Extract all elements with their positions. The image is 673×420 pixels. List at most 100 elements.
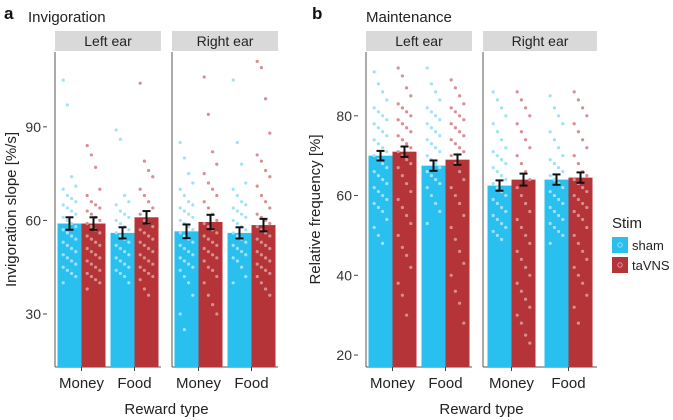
data-point-taVNS: [206, 181, 210, 185]
data-point-sham: [61, 203, 65, 207]
data-point-taVNS: [138, 212, 142, 216]
data-point-sham: [187, 281, 191, 285]
data-point-sham: [235, 221, 239, 226]
data-point-sham: [429, 82, 433, 86]
data-point-sham: [182, 234, 186, 238]
data-point-taVNS: [585, 189, 589, 194]
x-axis-label: Reward type: [439, 401, 523, 418]
data-point-taVNS: [255, 212, 259, 216]
data-point-taVNS: [98, 256, 102, 260]
data-point-sham: [114, 218, 118, 223]
data-point-sham: [552, 225, 557, 230]
data-point-taVNS: [524, 333, 528, 337]
data-point-sham: [235, 193, 239, 198]
data-point-taVNS: [211, 187, 215, 191]
data-point-taVNS: [215, 274, 219, 279]
data-point-sham: [74, 184, 78, 188]
data-point-taVNS: [528, 114, 532, 118]
data-point-sham: [114, 128, 118, 132]
data-point-taVNS: [453, 193, 457, 198]
data-point-taVNS: [89, 274, 93, 279]
facet-strip: [483, 31, 597, 51]
data-point-sham: [434, 90, 438, 94]
data-point-sham: [561, 201, 565, 206]
data-point-sham: [561, 233, 565, 238]
data-point-sham: [491, 90, 495, 94]
data-point-taVNS: [528, 209, 532, 214]
data-point-taVNS: [585, 205, 589, 210]
facet-strip: [172, 31, 278, 51]
data-point-taVNS: [396, 134, 400, 138]
data-point-taVNS: [576, 273, 581, 277]
data-point-taVNS: [449, 78, 453, 82]
data-point-taVNS: [462, 321, 466, 325]
data-point-taVNS: [528, 273, 532, 277]
data-point-sham: [434, 114, 438, 118]
data-point-taVNS: [202, 200, 206, 204]
data-point-taVNS: [409, 94, 413, 98]
data-point-taVNS: [215, 162, 219, 166]
data-point-sham: [74, 250, 78, 254]
data-point-taVNS: [268, 234, 272, 238]
data-point-sham: [376, 142, 380, 146]
data-point-sham: [376, 205, 380, 210]
data-point-sham: [438, 181, 442, 186]
panel-title: Maintenance: [366, 9, 452, 26]
data-point-sham: [438, 98, 442, 102]
data-point-taVNS: [138, 265, 142, 269]
data-point-sham: [235, 234, 239, 238]
y-tick-label: 60: [336, 188, 352, 204]
data-point-taVNS: [259, 159, 263, 163]
data-point-taVNS: [405, 86, 409, 90]
data-point-taVNS: [268, 246, 272, 251]
data-point-sham: [65, 103, 69, 107]
data-point-sham: [372, 122, 376, 126]
data-point-sham: [65, 193, 69, 198]
data-point-taVNS: [515, 281, 519, 285]
data-point-taVNS: [206, 265, 210, 269]
data-point-taVNS: [409, 265, 413, 269]
data-point-taVNS: [585, 114, 589, 118]
data-point-taVNS: [255, 237, 259, 241]
data-point-taVNS: [453, 289, 457, 293]
data-point-sham: [191, 293, 195, 297]
data-point-taVNS: [409, 146, 413, 150]
data-point-taVNS: [528, 341, 532, 345]
data-point-sham: [548, 174, 552, 178]
data-point-sham: [376, 82, 380, 86]
x-tick-label: Food: [117, 375, 151, 392]
data-point-taVNS: [264, 168, 268, 173]
facet-label: Right ear: [197, 33, 254, 49]
data-point-sham: [65, 268, 69, 272]
data-point-sham: [504, 162, 508, 166]
data-point-sham: [70, 246, 74, 251]
data-point-sham: [61, 228, 65, 232]
data-point-taVNS: [400, 106, 404, 110]
data-point-sham: [74, 225, 78, 229]
data-point-sham: [548, 221, 552, 226]
data-point-taVNS: [211, 150, 215, 154]
data-point-taVNS: [259, 65, 263, 70]
data-point-taVNS: [202, 221, 206, 226]
data-point-taVNS: [453, 110, 457, 114]
data-point-taVNS: [524, 138, 528, 142]
data-point-taVNS: [519, 98, 524, 102]
data-point-taVNS: [268, 271, 272, 276]
data-point-sham: [187, 225, 191, 229]
panel-a: a Invigoration Invigoration slope [%/s] Rew…: [3, 4, 278, 418]
data-point-taVNS: [409, 130, 413, 134]
data-point-taVNS: [515, 154, 519, 158]
bar-taVNS: [568, 177, 593, 367]
data-point-taVNS: [94, 203, 98, 207]
data-point-taVNS: [524, 106, 528, 110]
data-point-sham: [491, 229, 495, 234]
data-point-taVNS: [142, 287, 146, 291]
data-point-taVNS: [142, 268, 146, 272]
data-point-sham: [61, 253, 65, 257]
data-point-sham: [178, 268, 182, 272]
data-point-taVNS: [202, 259, 206, 263]
data-point-taVNS: [453, 142, 457, 146]
data-point-sham: [191, 253, 195, 257]
data-point-sham: [552, 209, 557, 214]
data-point-taVNS: [147, 293, 151, 297]
